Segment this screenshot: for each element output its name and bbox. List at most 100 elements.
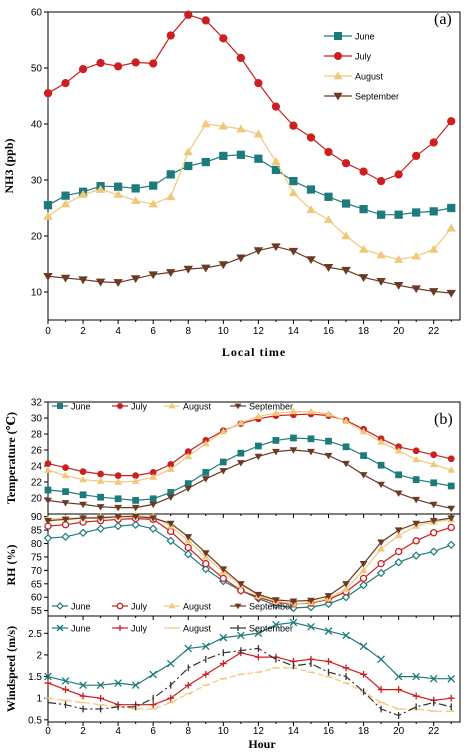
legend-marker-june [334,32,342,40]
data-point-july [412,692,420,700]
data-point-june [43,533,53,543]
data-point-june [148,524,158,533]
data-point-september [376,278,386,286]
x-tick-label: 20 [393,326,405,337]
y-tick-label: 20 [31,494,43,505]
data-point-june [412,208,421,217]
data-point-august [61,471,70,479]
data-point-june [289,176,298,186]
data-point-june [237,449,245,457]
data-point-july [255,653,262,661]
data-point-july [219,660,227,667]
legend-label-july: July [131,602,148,612]
legend-marker-july [117,403,123,409]
data-point-june [79,681,87,690]
data-point-july [447,455,455,463]
x-tick-label: 8 [185,326,191,337]
data-point-july [97,470,104,478]
data-point-july [202,559,210,568]
data-point-july [167,694,175,702]
data-point-august [130,196,141,205]
data-point-june [342,631,350,640]
x-tick-label: 0 [45,726,51,737]
data-point-august [236,124,246,133]
data-point-june [360,452,367,459]
data-point-september [358,274,369,282]
data-point-june [149,670,158,679]
y-tick-label: 10 [31,288,43,299]
data-point-september [79,501,87,509]
data-point-august [166,465,175,472]
data-point-august [79,475,87,483]
data-point-september [412,496,421,504]
data-point-september [44,518,52,525]
y-tick-label: 26 [31,446,43,457]
data-point-july [412,537,420,545]
data-point-september [130,275,141,284]
data-point-july [131,58,140,67]
y-tick-label: 1 [36,694,42,705]
data-point-july [394,547,403,556]
data-point-july [325,658,332,665]
data-point-september [61,516,70,524]
x-tick-label: 22 [428,326,440,337]
data-point-july [44,679,52,687]
data-point-june [377,461,385,469]
data-point-september [342,460,350,468]
data-point-june [255,442,262,450]
data-point-september [61,500,70,507]
data-point-august [342,585,350,592]
y-tick-label: 90 [31,512,43,523]
x-tick-label: 14 [288,726,300,737]
legend-label-june: June [355,32,375,42]
series-line-july [47,413,452,477]
data-point-september [394,527,403,534]
data-point-june [43,201,53,210]
data-point-july [289,121,298,130]
panel-b-rh-y-label: RH (%) [4,545,18,586]
x-tick-label: 10 [218,726,230,737]
data-point-june [62,488,69,495]
data-point-september [78,276,88,285]
data-point-june [306,185,316,194]
data-point-july [271,102,281,111]
data-point-august [289,407,298,415]
data-point-june [447,482,455,490]
data-point-july [149,469,157,476]
data-point-june [201,157,210,167]
data-point-september [253,247,264,256]
legend-label-july: July [355,52,372,62]
legend-marker-september [234,403,242,410]
data-point-july [167,461,175,468]
data-point-september [289,598,298,605]
x-tick-label: 18 [358,726,370,737]
x-tick-label: 16 [323,726,335,737]
data-point-september [148,271,158,280]
x-tick-label: 6 [150,726,156,737]
data-point-june [113,521,123,531]
data-point-august [272,409,280,416]
data-point-june [78,528,88,538]
data-point-july [114,472,122,479]
legend-label-september: September [249,602,293,612]
data-point-july [62,686,69,693]
data-point-september [447,515,456,522]
panel-a-x-axis-label: Local time [222,345,286,359]
y-tick-label: 0.5 [28,715,42,726]
data-point-june [394,210,403,219]
x-tick-label: 22 [428,726,440,737]
legend-marker-july [117,625,123,631]
data-point-july [430,451,438,459]
y-tick-label: 28 [31,430,43,441]
data-point-september [79,515,87,522]
data-point-july [219,34,228,43]
series-line-august [47,123,452,261]
data-point-june [254,629,263,638]
data-point-july [132,472,140,479]
data-point-june [377,655,385,664]
data-point-september [447,505,456,513]
legend-marker-september [333,92,343,101]
data-point-august [218,121,229,130]
